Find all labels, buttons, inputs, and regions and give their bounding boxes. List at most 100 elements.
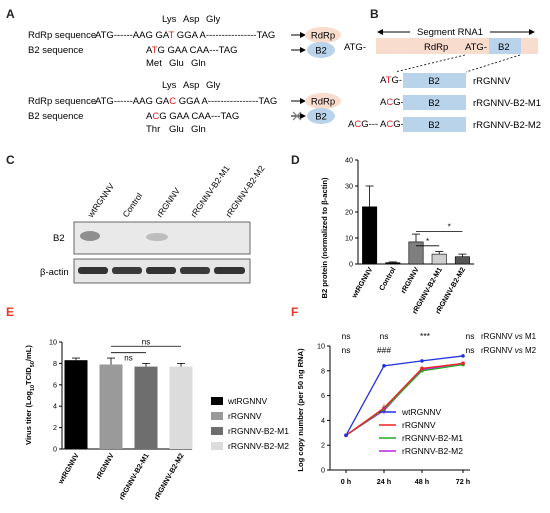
blot-band [214,267,245,274]
rdrp-sequence-wt: ATG------AAG GAT GGA A----------------TA… [95,30,275,41]
legend-label: rRGNNV-B2-M1 [402,433,463,443]
b2-badge-label: B2 [315,112,327,123]
panel-letter-b: B [370,7,379,21]
legend-swatch [211,442,223,450]
y-tick-label: 40 [345,156,353,165]
significance-mark: ns [466,331,475,341]
b2-sequence-wt: ATG GAA CAA---TAG [146,45,238,56]
panel-letter-f: F [291,305,298,319]
data-point [382,364,386,368]
construct-prefix: ACG- [380,97,404,108]
f-y-axis-title: Log copy number (per 50 ng RNA) [296,348,305,472]
segment-label: Segment RNA1 [417,27,483,38]
rdrp-badge-label: RdRp [311,97,335,108]
rdrp-sequence-mutant: ATG------AAG GAC GGA A----------------TA… [95,96,277,107]
y-tick-label: 8 [53,359,57,368]
data-point [420,359,424,363]
y-tick-label: 6 [321,391,325,400]
construct-b2-box [403,117,466,132]
d-y-axis-title: B2 protein (normalized to β-actin) [320,177,329,299]
bar [454,256,470,265]
aa-label: Glu [169,58,184,69]
bar [169,366,193,449]
x-tick-label: 48 h [415,477,429,486]
y-tick-label: 0 [321,466,325,475]
construct-b2-label: B2 [428,98,440,109]
aa-label: Thr [146,124,160,135]
aa-label: Gln [191,58,206,69]
data-point [461,361,465,366]
x-tick-label: wtRGNNV [349,265,374,300]
y-tick-label: 2 [53,423,57,432]
blot-label-b2: B2 [53,233,65,244]
series-line [345,355,464,436]
aa-label: Gly [206,80,221,91]
panel-e: E Virus titer (Log10TCID50/mL) 0 2 4 6 8 10 wt… [6,305,289,501]
b2-label: B2 [498,42,510,53]
construct-prefix: ACG--- [348,119,378,130]
data-point [344,433,348,438]
rdrp-sequence-label: RdRp sequence [28,30,96,41]
panel-d: D B2 protein (normalized to β-actin) 0 10… [291,153,474,315]
panel-letter-a: A [6,7,15,21]
blot-label-actin: β-actin [40,267,69,278]
aa-label: Met [146,58,162,69]
comparison-label-m2: rRGNNV vs M2 [481,346,537,355]
aa-label: Asp [183,80,199,91]
y-tick-label: 10 [317,342,325,351]
significance-mark: ns [380,331,389,341]
y-tick-label: 6 [53,380,57,389]
rdrp-badge-label: RdRp [311,31,335,42]
legend-label: rRGNNV-B2-M2 [402,446,463,456]
construct-name: rRGNNV-B2-M1 [473,98,541,109]
panel-letter-e: E [6,305,14,319]
y-tick-label: 20 [345,208,353,217]
y-tick-label: 30 [345,182,353,191]
atg-label: ATG- [344,42,366,53]
legend-swatch [211,427,223,435]
legend-label: wtRGNNV [401,407,442,417]
y-tick-label: 0 [53,445,57,454]
blot-band [78,267,108,274]
comparison-label-m1: rRGNNV vs M1 [481,332,537,341]
panel-c: C wtRGNNV Control rRGNNV rRGNNV-B2-M1rRGNNV… [6,153,267,284]
construct-b2-label: B2 [428,120,440,131]
construct-b2-box [403,73,466,88]
x-tick-label: Control [377,266,398,293]
significance-mark: ns [342,345,351,355]
blocked-icon [292,111,302,121]
b2-sequence-label: B2 sequence [28,45,83,56]
y-tick-label: 8 [321,366,325,375]
construct-b2-box [403,95,466,110]
b2-sequence-mutant: ACG GAA CAA---TAG [146,111,239,122]
b2-badge [307,42,335,58]
blot-band [180,267,210,274]
bar [134,366,158,449]
construct-prefix: ACG- [380,119,404,130]
blot-band [146,233,168,241]
aa-label: Lys [162,80,177,91]
x-tick-label: wtRGNNV [55,451,80,486]
b2-badge-label: B2 [315,46,327,57]
series-line [345,362,464,436]
e-y-axis-title: Virus titer (Log10TCID50/mL) [24,345,36,445]
panel-letter-d: D [291,153,300,167]
panel-b: B Segment RNA1 ATG- RdRp ATG- B2 ATG- B2… [344,7,541,132]
rdrp-badge [305,93,341,109]
x-tick-label: 72 h [456,477,470,486]
blot-band [112,267,142,274]
atg-label: ATG- [465,42,487,53]
b2-badge [307,108,335,124]
rdrp-sequence-label: RdRp sequence [28,96,96,107]
legend-label: rRGNNV-B2-M1 [228,426,289,436]
x-tick-label: rRGNNV-B2-M2 [152,452,186,502]
construct-name: rRGNNV [473,76,511,87]
significance-mark: ns [342,331,351,341]
bar [431,253,447,265]
blot-band [146,267,176,274]
lane-label: rRGNNV-B2-M2 [223,163,266,219]
aa-label: Gln [191,124,206,135]
legend-label: rRGNNV [402,420,436,430]
x-tick-label: rRGNNV [399,265,421,295]
